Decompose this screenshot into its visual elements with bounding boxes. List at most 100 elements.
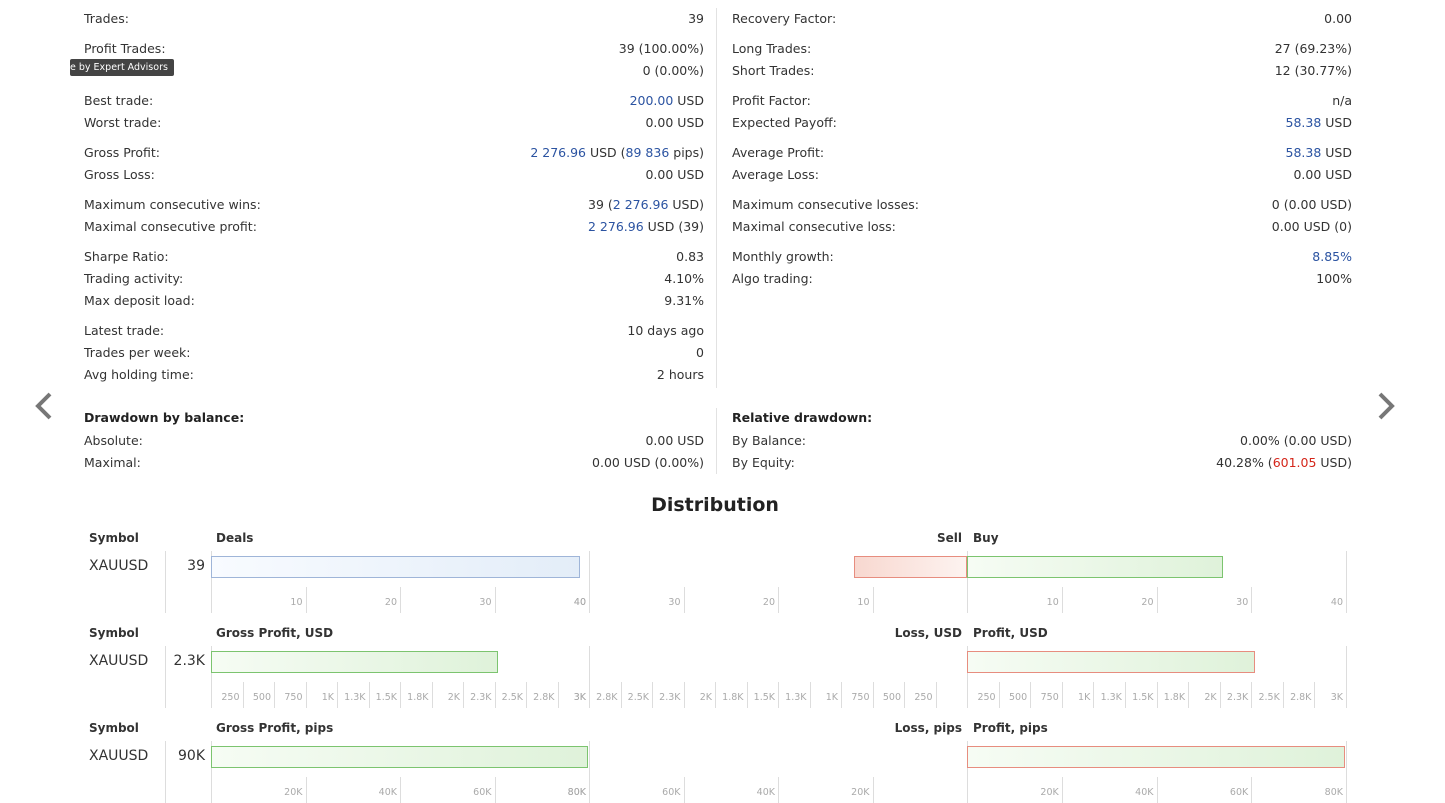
tick-label: 2.3K: [1226, 692, 1249, 703]
tick-label: 2.8K: [596, 692, 618, 703]
stat-value-link[interactable]: 89 836: [625, 145, 670, 160]
tick-label: 80K: [567, 787, 586, 798]
right-chart-title-negative: Sell: [936, 531, 962, 545]
stat-row-unlabeled: 0 (0.00%): [84, 61, 704, 81]
right-chart-title-positive: Profit, USD: [973, 626, 1048, 640]
stat-label: Long Trades:: [732, 41, 812, 56]
tick-label: 1.8K: [722, 692, 744, 703]
tick-label: 2.5K: [501, 692, 523, 703]
stat-value-part: 0.83: [676, 249, 704, 264]
stat-label: Maximum consecutive wins:: [84, 197, 261, 212]
tick-label: 1.3K: [785, 692, 807, 703]
bar-negative: [853, 556, 967, 578]
nav-prev-arrow[interactable]: [30, 390, 56, 422]
axis-line: [967, 646, 968, 708]
stat-row-latest-trade: Latest trade: 10 days ago: [84, 321, 704, 341]
stat-row-long-trades: Long Trades: 27 (69.23%): [732, 39, 1352, 59]
axis-line: [967, 741, 968, 803]
bar-positive: [967, 556, 1223, 578]
stat-label: Maximal:: [84, 455, 141, 470]
tick-label: 750: [1040, 692, 1059, 703]
left-chart-title: Deals: [216, 531, 254, 545]
tick-mark: [431, 682, 433, 708]
bar-left: [211, 651, 498, 673]
symbol-name: XAUUSD: [89, 748, 149, 764]
stat-value: 58.38 USD: [1286, 143, 1352, 163]
stat-value: 0.83: [676, 247, 704, 267]
stat-row-drawdown-by-balance: Drawdown by balance:: [84, 408, 704, 428]
tick-mark: [1219, 682, 1221, 708]
tick-mark: [1156, 682, 1158, 708]
stat-value: 0.00 USD: [645, 431, 704, 451]
tick-label: 750: [851, 692, 870, 703]
stat-label: Average Loss:: [732, 167, 819, 182]
stat-value: 0.00 USD: [1293, 165, 1352, 185]
stat-row-average-loss: Average Loss: 0.00 USD: [732, 165, 1352, 185]
stat-value-part: USD): [1316, 455, 1352, 470]
tick-mark: [1251, 587, 1253, 613]
tick-label: 3K: [573, 692, 586, 703]
stat-value: 0: [696, 343, 704, 363]
tick-mark: [904, 682, 905, 708]
stat-label: Trades:: [84, 11, 129, 26]
tick-mark: [305, 682, 307, 708]
stat-value-part: 27 (69.23%): [1274, 41, 1352, 56]
stat-label: Max deposit load:: [84, 293, 195, 308]
tick-mark: [1251, 777, 1253, 803]
tick-mark: [1061, 587, 1063, 613]
tick-mark: [242, 682, 244, 708]
stat-label: Sharpe Ratio:: [84, 249, 169, 264]
tick-label: 2.5K: [1258, 692, 1280, 703]
stat-value-link[interactable]: 58.38: [1285, 115, 1322, 130]
stat-value-link[interactable]: 2 276.96: [530, 145, 586, 160]
stat-value-link[interactable]: 58.38: [1285, 145, 1322, 160]
tick-label: 20K: [851, 787, 870, 798]
stat-value-link[interactable]: 8.85%: [1312, 249, 1352, 264]
stat-value-part: 2 hours: [656, 367, 704, 382]
stat-value-part: 39 (100.00%): [618, 41, 704, 56]
tick-label: 40K: [378, 787, 397, 798]
stat-label: By Equity:: [732, 455, 795, 470]
stat-value-link[interactable]: 2 276.96: [588, 219, 644, 234]
tick-label: 30: [1236, 597, 1249, 608]
tick-label: 1.8K: [407, 692, 429, 703]
stat-value: 0.00% (0.00 USD): [1240, 431, 1352, 451]
stat-value-part: 0.00 USD: [1293, 167, 1352, 182]
stat-value: 200.00 USD: [630, 91, 704, 111]
tick-mark: [809, 682, 811, 708]
tick-mark: [368, 682, 370, 708]
stat-value-link[interactable]: 2 276.96: [612, 197, 669, 212]
tick-label: 2K: [1204, 692, 1217, 703]
stat-row-trades: Trades: 39: [84, 9, 704, 29]
axis-line: [211, 551, 212, 613]
stat-value: 58.38 USD: [1286, 113, 1352, 133]
stat-row-by-equity: By Equity: 40.28% (601.05 USD): [732, 453, 1352, 473]
tick-label: 3K: [573, 692, 586, 703]
tick-label: 80K: [567, 787, 586, 798]
stat-row-monthly-growth: Monthly growth: 8.85%: [732, 247, 1352, 267]
bar-left: [211, 556, 580, 578]
stat-value: 0 (0.00 USD): [1272, 195, 1352, 215]
stat-value: 10 days ago: [627, 321, 704, 341]
stat-value-part: 0.00 USD: [645, 115, 704, 130]
nav-next-arrow[interactable]: [1374, 390, 1400, 422]
stat-label: Trades per week:: [84, 345, 191, 360]
stat-value: n/a: [1332, 91, 1352, 111]
stat-value: 0.00: [1324, 9, 1352, 29]
stat-row-profit-factor: Profit Factor: n/a: [732, 91, 1352, 111]
stat-value-link[interactable]: 200.00: [629, 93, 674, 108]
stat-row-profit-trades: Profit Trades: 39 (100.00%): [84, 39, 704, 59]
tick-mark: [1251, 682, 1253, 708]
axis-line: [1346, 741, 1347, 803]
tick-mark: [400, 587, 401, 613]
stat-label: Latest trade:: [84, 323, 165, 338]
axis-line: [967, 551, 968, 613]
axis-line: [165, 646, 166, 708]
stat-label: Maximal consecutive loss:: [732, 219, 896, 234]
tick-mark: [1061, 682, 1063, 708]
axis-line: [165, 741, 166, 803]
stat-row-algo-trading: Algo trading: 100%: [732, 269, 1352, 289]
stat-value-part: n/a: [1332, 93, 1352, 108]
stat-row-maximal-consecutive-profit: Maximal consecutive profit: 2 276.96 USD …: [84, 217, 704, 237]
tooltip: e by Expert Advisors: [70, 59, 174, 76]
